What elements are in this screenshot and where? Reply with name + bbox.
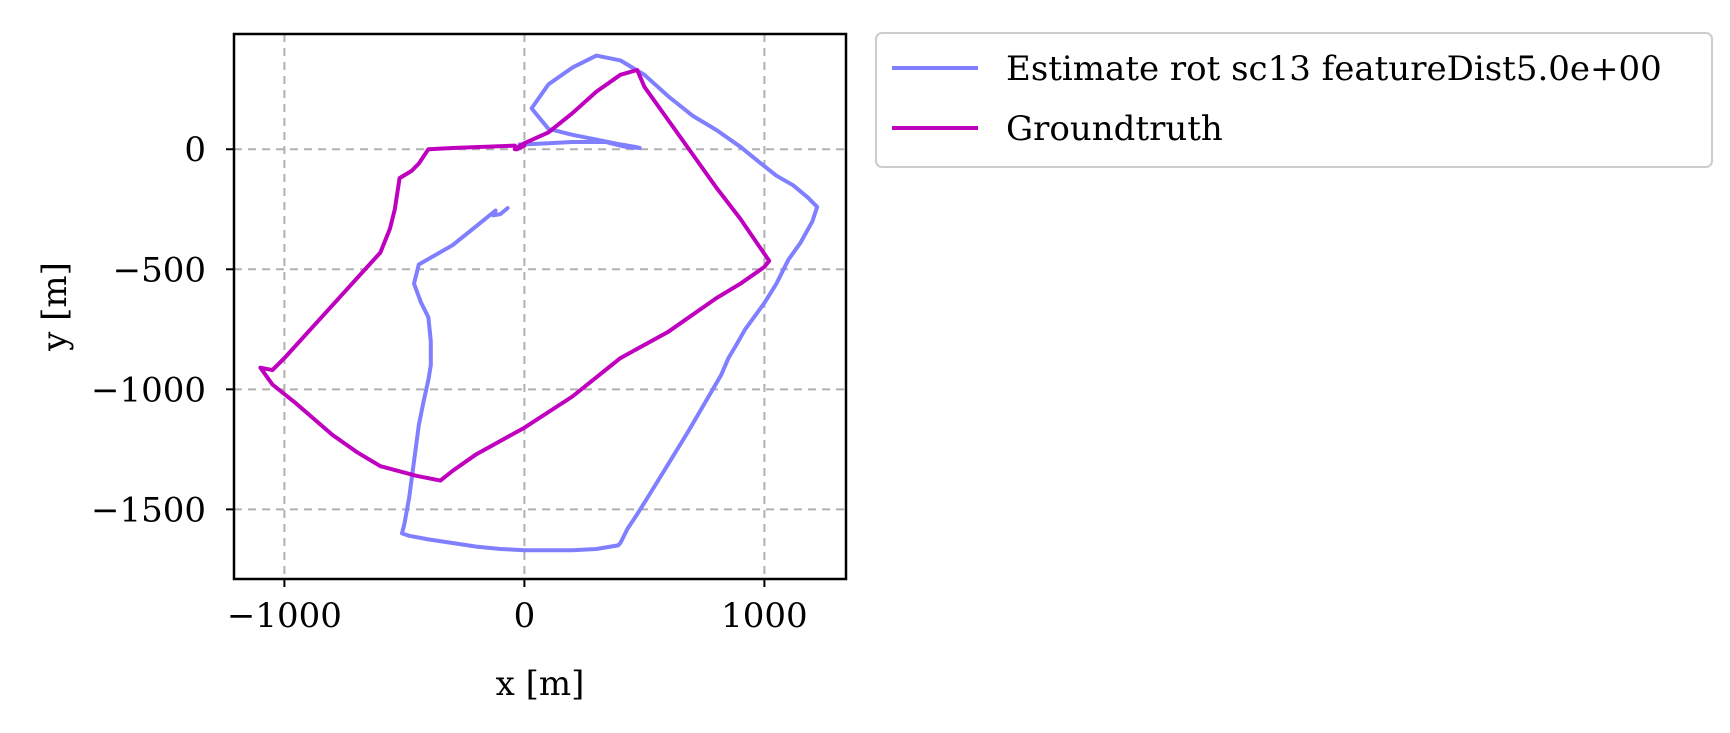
legend: Estimate rot sc13 featureDist5.0e+00 Gro… — [875, 32, 1713, 168]
y-tick-label: −1000 — [91, 370, 206, 410]
estimate-trajectory-line — [400, 53, 820, 553]
y-tick-label: −1500 — [91, 490, 206, 530]
y-tick-label: 0 — [184, 130, 206, 170]
plot-frame — [232, 32, 848, 581]
x-tick-label: −1000 — [227, 596, 342, 636]
series-layer — [258, 53, 820, 553]
grid-lines — [234, 34, 846, 579]
x-axis-label: x [m] — [496, 664, 585, 704]
y-axis-label: y [m] — [35, 262, 75, 352]
x-tick-label: 0 — [514, 596, 536, 636]
groundtruth-trajectory-line — [258, 68, 772, 483]
x-tick-label: 1000 — [721, 596, 808, 636]
legend-box — [875, 32, 1713, 168]
legend-label-groundtruth: Groundtruth — [1006, 109, 1223, 149]
legend-label-estimate: Estimate rot sc13 featureDist5.0e+00 — [1006, 49, 1662, 89]
tick-layer: −1000 0 1000 0 −500 −1000 −1500 — [91, 130, 808, 636]
y-tick-label: −500 — [113, 250, 206, 290]
